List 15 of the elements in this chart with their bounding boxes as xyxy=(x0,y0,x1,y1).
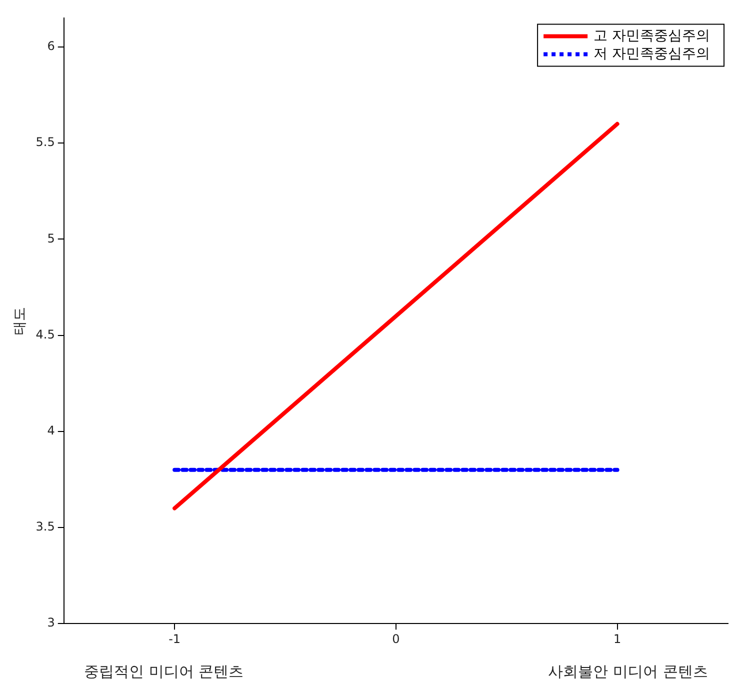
y-tick-label: 3.5 xyxy=(36,520,55,534)
legend-label: 고 자민족중심주의 xyxy=(594,28,710,44)
y-axis-title: 태도 xyxy=(12,306,28,335)
y-tick-label: 6 xyxy=(47,39,55,54)
y-tick-label: 5 xyxy=(47,231,55,246)
x-tick-label: -1 xyxy=(168,632,181,646)
text: 사회불안 미디어 콘텐츠 xyxy=(548,662,708,680)
y-tick-label: 3 xyxy=(47,616,55,630)
y-tick-label: 4 xyxy=(47,424,55,438)
text: 중립적인 미디어 콘텐츠 xyxy=(84,662,244,680)
legend-label: 저 자민족중심주의 xyxy=(594,46,710,62)
y-tick-label: 5.5 xyxy=(36,135,55,150)
y-tick-label: 4.5 xyxy=(36,327,55,342)
x-tick-label: 1 xyxy=(613,632,622,646)
x-tick-label: 0 xyxy=(392,632,400,646)
